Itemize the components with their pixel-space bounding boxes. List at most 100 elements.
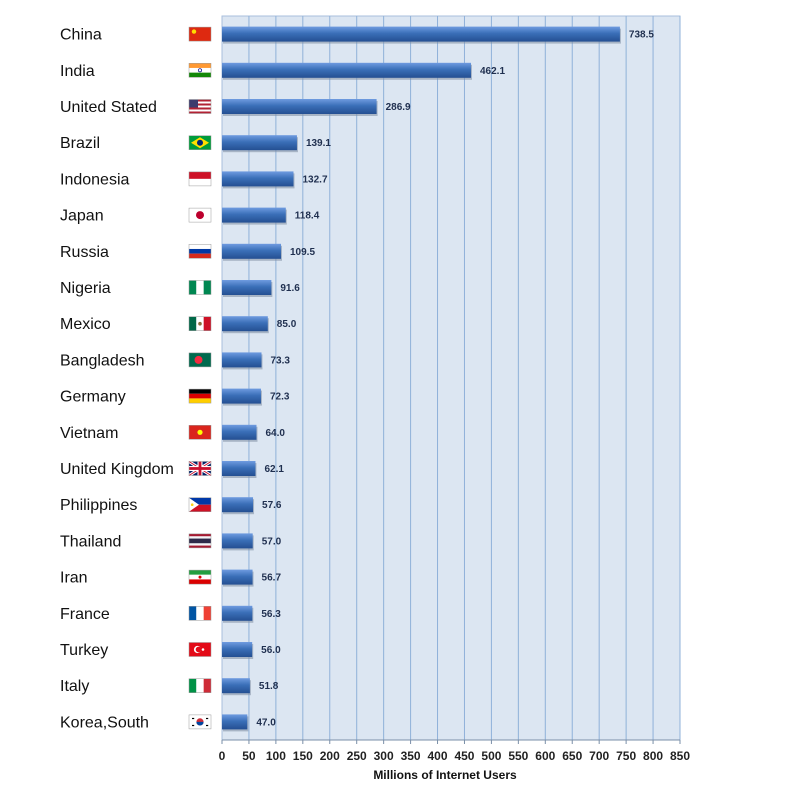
bar bbox=[222, 497, 254, 513]
vietnam-flag-icon bbox=[188, 425, 212, 440]
grid-lines bbox=[248, 16, 681, 740]
value-label: 132.7 bbox=[303, 174, 328, 185]
value-labels: 738.5 462.1 286.9 139.1 132.7 118.4 109.5 91.6 8… bbox=[256, 30, 654, 729]
x-tick-label: 600 bbox=[535, 749, 555, 763]
x-tick-label: 100 bbox=[266, 749, 286, 763]
turkey-flag-icon bbox=[188, 642, 212, 657]
x-tick-label: 0 bbox=[219, 749, 226, 763]
category-label: China bbox=[60, 27, 102, 44]
x-tick-label: 50 bbox=[242, 749, 256, 763]
category-label: France bbox=[60, 606, 110, 623]
value-label: 286.9 bbox=[386, 102, 411, 113]
bar bbox=[222, 678, 250, 694]
x-axis: 0 50 100 150 200 250 300 350 400 450 500 550 600 650 7… bbox=[219, 739, 690, 763]
category-label: Vietnam bbox=[60, 425, 118, 442]
value-label: 56.3 bbox=[261, 609, 281, 620]
category-label: Mexico bbox=[60, 316, 111, 333]
category-labels: China India United Stated Brazil Indonesia Ja… bbox=[60, 27, 174, 732]
bar bbox=[222, 207, 286, 223]
value-label: 738.5 bbox=[629, 30, 654, 41]
germany-flag-icon bbox=[188, 388, 212, 404]
bar bbox=[222, 26, 620, 42]
value-label: 462.1 bbox=[480, 66, 505, 77]
bar bbox=[222, 605, 253, 621]
x-tick-label: 850 bbox=[670, 749, 690, 763]
bar bbox=[222, 388, 261, 404]
x-tick-label: 350 bbox=[401, 749, 421, 763]
value-label: 73.3 bbox=[270, 355, 290, 366]
category-label: Thailand bbox=[60, 533, 121, 550]
india-flag-icon bbox=[188, 63, 212, 78]
flags bbox=[188, 26, 212, 730]
category-label: United Stated bbox=[60, 99, 157, 116]
x-tick-label: 300 bbox=[374, 749, 394, 763]
bar bbox=[222, 316, 268, 332]
south-korea-flag-icon bbox=[188, 714, 212, 730]
iran-flag-icon bbox=[188, 569, 212, 585]
category-label: Japan bbox=[60, 208, 104, 225]
x-tick-label: 500 bbox=[481, 749, 501, 763]
x-tick-label: 250 bbox=[347, 749, 367, 763]
category-label: Korea,South bbox=[60, 714, 149, 731]
x-tick-label: 550 bbox=[508, 749, 528, 763]
value-label: 57.6 bbox=[262, 500, 282, 511]
bar bbox=[222, 135, 297, 151]
value-label: 56.0 bbox=[261, 645, 281, 656]
italy-flag-icon bbox=[188, 678, 212, 693]
france-flag-icon bbox=[188, 606, 212, 621]
bar bbox=[222, 714, 248, 730]
bar bbox=[222, 171, 294, 187]
x-tick-label: 650 bbox=[562, 749, 582, 763]
value-label: 109.5 bbox=[290, 247, 315, 258]
category-label: Brazil bbox=[60, 135, 100, 152]
x-tick-label: 750 bbox=[616, 749, 636, 763]
x-tick-label: 150 bbox=[293, 749, 313, 763]
value-label: 62.1 bbox=[264, 464, 284, 475]
plot-area bbox=[221, 15, 681, 741]
category-label: Russia bbox=[60, 244, 109, 261]
bar bbox=[222, 243, 282, 259]
bar bbox=[222, 280, 272, 295]
x-tick-label: 700 bbox=[589, 749, 609, 763]
category-label: Philippines bbox=[60, 497, 137, 514]
mexico-flag-icon bbox=[188, 316, 212, 331]
bar bbox=[222, 461, 256, 476]
bar bbox=[222, 62, 471, 78]
x-tick-label: 200 bbox=[320, 749, 340, 763]
value-label: 57.0 bbox=[262, 536, 282, 547]
bar bbox=[222, 424, 257, 440]
category-label: Nigeria bbox=[60, 280, 111, 297]
value-label: 91.6 bbox=[280, 283, 300, 294]
value-label: 64.0 bbox=[265, 428, 285, 439]
category-label: Iran bbox=[60, 570, 88, 587]
category-label: Italy bbox=[60, 678, 89, 695]
category-label: Germany bbox=[60, 389, 126, 406]
bar bbox=[222, 99, 377, 114]
bar bbox=[222, 569, 253, 585]
value-label: 51.8 bbox=[259, 681, 279, 692]
value-label: 85.0 bbox=[277, 319, 297, 330]
value-label: 47.0 bbox=[256, 717, 276, 728]
thailand-flag-icon bbox=[188, 533, 212, 549]
brazil-flag-icon bbox=[188, 135, 212, 150]
philippines-flag-icon bbox=[188, 497, 212, 512]
usa-flag-icon bbox=[188, 99, 212, 114]
japan-flag-icon bbox=[188, 207, 212, 223]
china-flag-icon bbox=[188, 26, 212, 42]
x-tick-label: 400 bbox=[428, 749, 448, 763]
category-label: Bangladesh bbox=[60, 352, 145, 369]
x-tick-label: 800 bbox=[643, 749, 663, 763]
bars bbox=[222, 26, 621, 732]
bar bbox=[222, 533, 253, 549]
bangladesh-flag-icon bbox=[188, 352, 212, 368]
russia-flag-icon bbox=[188, 244, 212, 259]
uk-flag-icon bbox=[188, 460, 212, 477]
category-label: Turkey bbox=[60, 642, 108, 659]
x-axis-title: Millions of Internet Users bbox=[373, 768, 517, 782]
value-label: 139.1 bbox=[306, 138, 331, 149]
category-label: United Kingdom bbox=[60, 461, 174, 478]
category-label: Indonesia bbox=[60, 171, 129, 188]
value-label: 72.3 bbox=[270, 392, 290, 403]
category-label: India bbox=[60, 63, 95, 80]
